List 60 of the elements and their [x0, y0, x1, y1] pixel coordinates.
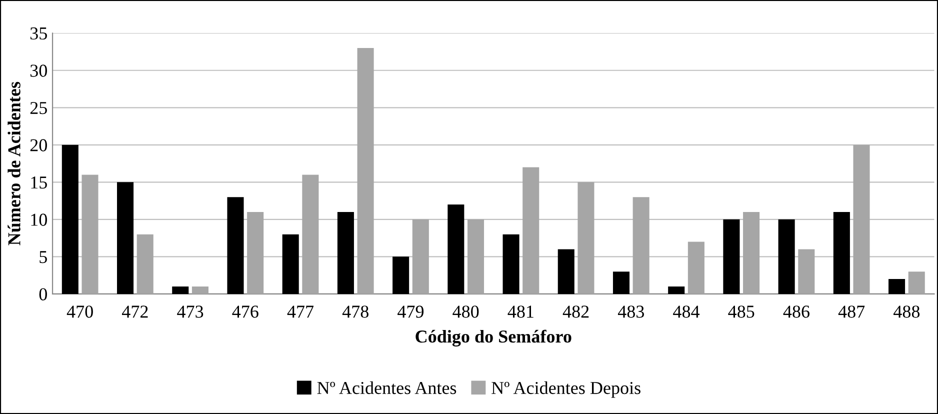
bar	[247, 212, 264, 294]
bar	[743, 212, 760, 294]
x-tick-label: 483	[618, 306, 644, 318]
y-tick-label: 25	[30, 102, 47, 114]
x-tick-label: 481	[508, 306, 534, 318]
y-tick-label: 5	[40, 251, 47, 264]
bar	[467, 219, 484, 294]
x-tick-label: 472	[122, 306, 148, 318]
bar	[82, 174, 98, 294]
bar	[337, 212, 354, 294]
x-tick-label: 470	[66, 306, 93, 318]
x-axis-title: Código do Semáforo	[416, 330, 572, 346]
y-tick-label: 0	[39, 288, 47, 300]
bar	[558, 249, 574, 294]
bar	[117, 182, 134, 294]
y-tick-label: 35	[30, 27, 47, 40]
bar	[578, 182, 594, 294]
bar	[192, 286, 208, 294]
bar	[908, 272, 925, 294]
bar	[227, 197, 244, 294]
x-tick-label: 478	[342, 306, 368, 318]
bar	[62, 144, 78, 294]
bar	[302, 174, 319, 294]
bar	[688, 242, 704, 294]
x-tick-label: 479	[398, 306, 424, 318]
bar	[357, 48, 374, 294]
bar	[668, 286, 685, 294]
legend-label: Nº Acidentes Depois	[492, 381, 640, 398]
x-tick-label: 484	[673, 306, 700, 318]
x-tick-label: 482	[562, 306, 589, 318]
x-tick-label: 476	[232, 306, 258, 318]
y-tick-label: 10	[31, 214, 47, 226]
bar	[853, 144, 870, 294]
y-tick-label: 30	[30, 64, 47, 77]
x-tick-label: 487	[838, 306, 865, 318]
x-tick-label: 477	[287, 306, 314, 318]
bar	[798, 249, 815, 294]
bar	[723, 219, 740, 294]
y-axis-title: Número de Acidentes	[8, 82, 20, 246]
y-tick-label: 15	[31, 176, 47, 189]
bar	[522, 167, 540, 294]
bar	[888, 279, 906, 294]
bar	[412, 219, 429, 294]
bar	[172, 286, 189, 294]
bar	[778, 219, 795, 294]
bar	[833, 212, 850, 294]
x-tick-label: 488	[894, 306, 920, 318]
legend-label: Nº Acidentes Antes	[317, 381, 456, 394]
x-tick-label: 480	[452, 306, 479, 318]
bar	[448, 204, 464, 294]
x-tick-label: 486	[783, 306, 810, 318]
bar	[612, 272, 630, 294]
y-tick-label: 20	[30, 139, 47, 152]
bar	[392, 256, 410, 294]
bar	[502, 234, 520, 294]
bar	[136, 234, 154, 294]
x-tick-label: 473	[177, 306, 204, 318]
x-tick-label: 485	[728, 306, 754, 318]
bar	[632, 197, 650, 294]
bar	[282, 234, 299, 294]
